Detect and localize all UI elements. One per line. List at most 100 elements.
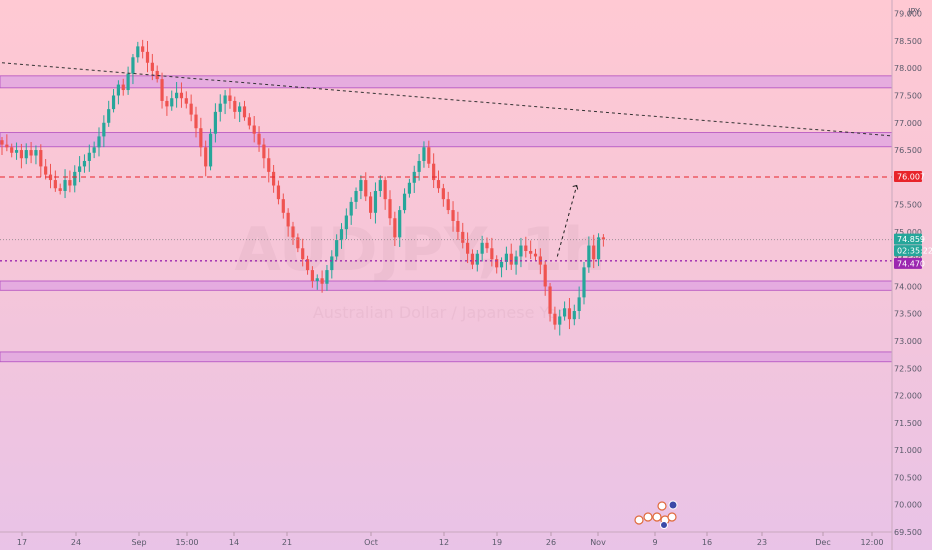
trendline[interactable] (1, 62, 893, 137)
candle (335, 234, 339, 260)
lines-layer (0, 62, 893, 262)
supply-demand-zone[interactable] (0, 75, 893, 89)
candle (330, 250, 334, 279)
candle-body (247, 117, 251, 126)
candle-body (402, 193, 407, 211)
candle (281, 193, 285, 219)
candle-body (504, 253, 508, 262)
projection-arrow[interactable] (556, 185, 578, 257)
candle-body (310, 270, 314, 282)
candle (116, 80, 120, 105)
event-icon[interactable] (634, 515, 644, 525)
supply-demand-zone[interactable] (0, 351, 893, 363)
candle-body (92, 147, 96, 153)
candles-layer (0, 39, 605, 336)
supply-demand-zone[interactable] (0, 132, 893, 148)
candle-body (126, 73, 130, 91)
candle-body (291, 226, 295, 238)
candle-body (344, 215, 348, 230)
candle-body (320, 278, 324, 284)
candle (548, 282, 552, 322)
candle-body (577, 297, 581, 312)
candle-body (296, 237, 300, 249)
candle-body (432, 163, 436, 181)
supply-demand-zone[interactable] (0, 280, 893, 291)
candle-body (238, 106, 242, 112)
candle (456, 211, 460, 240)
y-tick-label: 71.000 (894, 446, 922, 455)
event-icon[interactable] (643, 512, 653, 522)
candle (558, 309, 562, 336)
candle (189, 94, 193, 122)
candle (63, 169, 67, 199)
candle (495, 255, 499, 274)
flag-icon[interactable] (660, 521, 668, 529)
event-icons[interactable] (634, 500, 678, 529)
event-icon[interactable] (652, 512, 662, 522)
candle (354, 187, 358, 209)
candle-body (102, 122, 106, 137)
candle (145, 41, 150, 73)
candle (218, 94, 222, 122)
candle-body (475, 253, 479, 265)
candle (73, 165, 77, 193)
candle-body (529, 250, 533, 254)
candle-body (325, 270, 329, 284)
candle-body (601, 237, 605, 240)
candle (267, 148, 271, 183)
y-axis[interactable]: 79.000 78.500 78.000 77.500 77.000 76.500 76.0… (894, 10, 922, 537)
y-tick-label: 79.000 (894, 10, 922, 19)
candle-body (461, 231, 465, 243)
candle (44, 159, 48, 180)
candle-body (480, 242, 484, 254)
candle (373, 182, 378, 224)
x-tick-label: 12 (439, 538, 449, 547)
x-tick-label: Dec (815, 538, 830, 547)
candle-body (441, 188, 445, 200)
event-icon[interactable] (667, 512, 677, 522)
candle-body (315, 278, 319, 282)
candle (388, 190, 392, 226)
candle (349, 197, 353, 225)
y-tick-label: 76.500 (894, 146, 922, 155)
candle-body (364, 180, 368, 197)
candle (252, 116, 256, 143)
candle (393, 211, 397, 246)
candle (519, 237, 523, 268)
candle (107, 100, 111, 127)
candle (563, 301, 567, 321)
candle-body (272, 171, 276, 186)
candle-body (548, 286, 552, 314)
price-tags: 76.007 74.859 74.470 02:35:22 (894, 170, 932, 269)
candle (160, 72, 164, 109)
y-tick-label: 77.500 (894, 91, 922, 100)
candle-body (63, 180, 67, 191)
candle (305, 255, 310, 275)
candle-body (359, 180, 363, 191)
flag-icon[interactable] (668, 500, 678, 510)
candle (34, 145, 38, 165)
candle-body (34, 150, 38, 156)
resistance-price-tag: 76.007 (894, 170, 925, 182)
event-icon[interactable] (657, 501, 667, 511)
candle (383, 176, 387, 210)
candle-body (223, 95, 227, 104)
candle-body (378, 180, 382, 191)
candle (131, 54, 135, 85)
candle (78, 156, 82, 183)
x-tick-label: 26 (546, 538, 556, 547)
candle-body (388, 199, 392, 219)
x-axis[interactable]: 17 24 Sep 15:00 14 21 Oct 12 19 26 Nov 9 16 23 Dec 12:0… (17, 532, 884, 547)
candle (417, 153, 421, 181)
candle (427, 140, 431, 169)
candle (446, 191, 450, 215)
candle (407, 178, 411, 198)
candle (504, 246, 508, 271)
candle (567, 298, 572, 330)
candle-body (78, 166, 82, 172)
candle-body (155, 70, 159, 80)
candle (480, 235, 484, 262)
candle-body (451, 210, 455, 221)
candle (441, 183, 445, 207)
